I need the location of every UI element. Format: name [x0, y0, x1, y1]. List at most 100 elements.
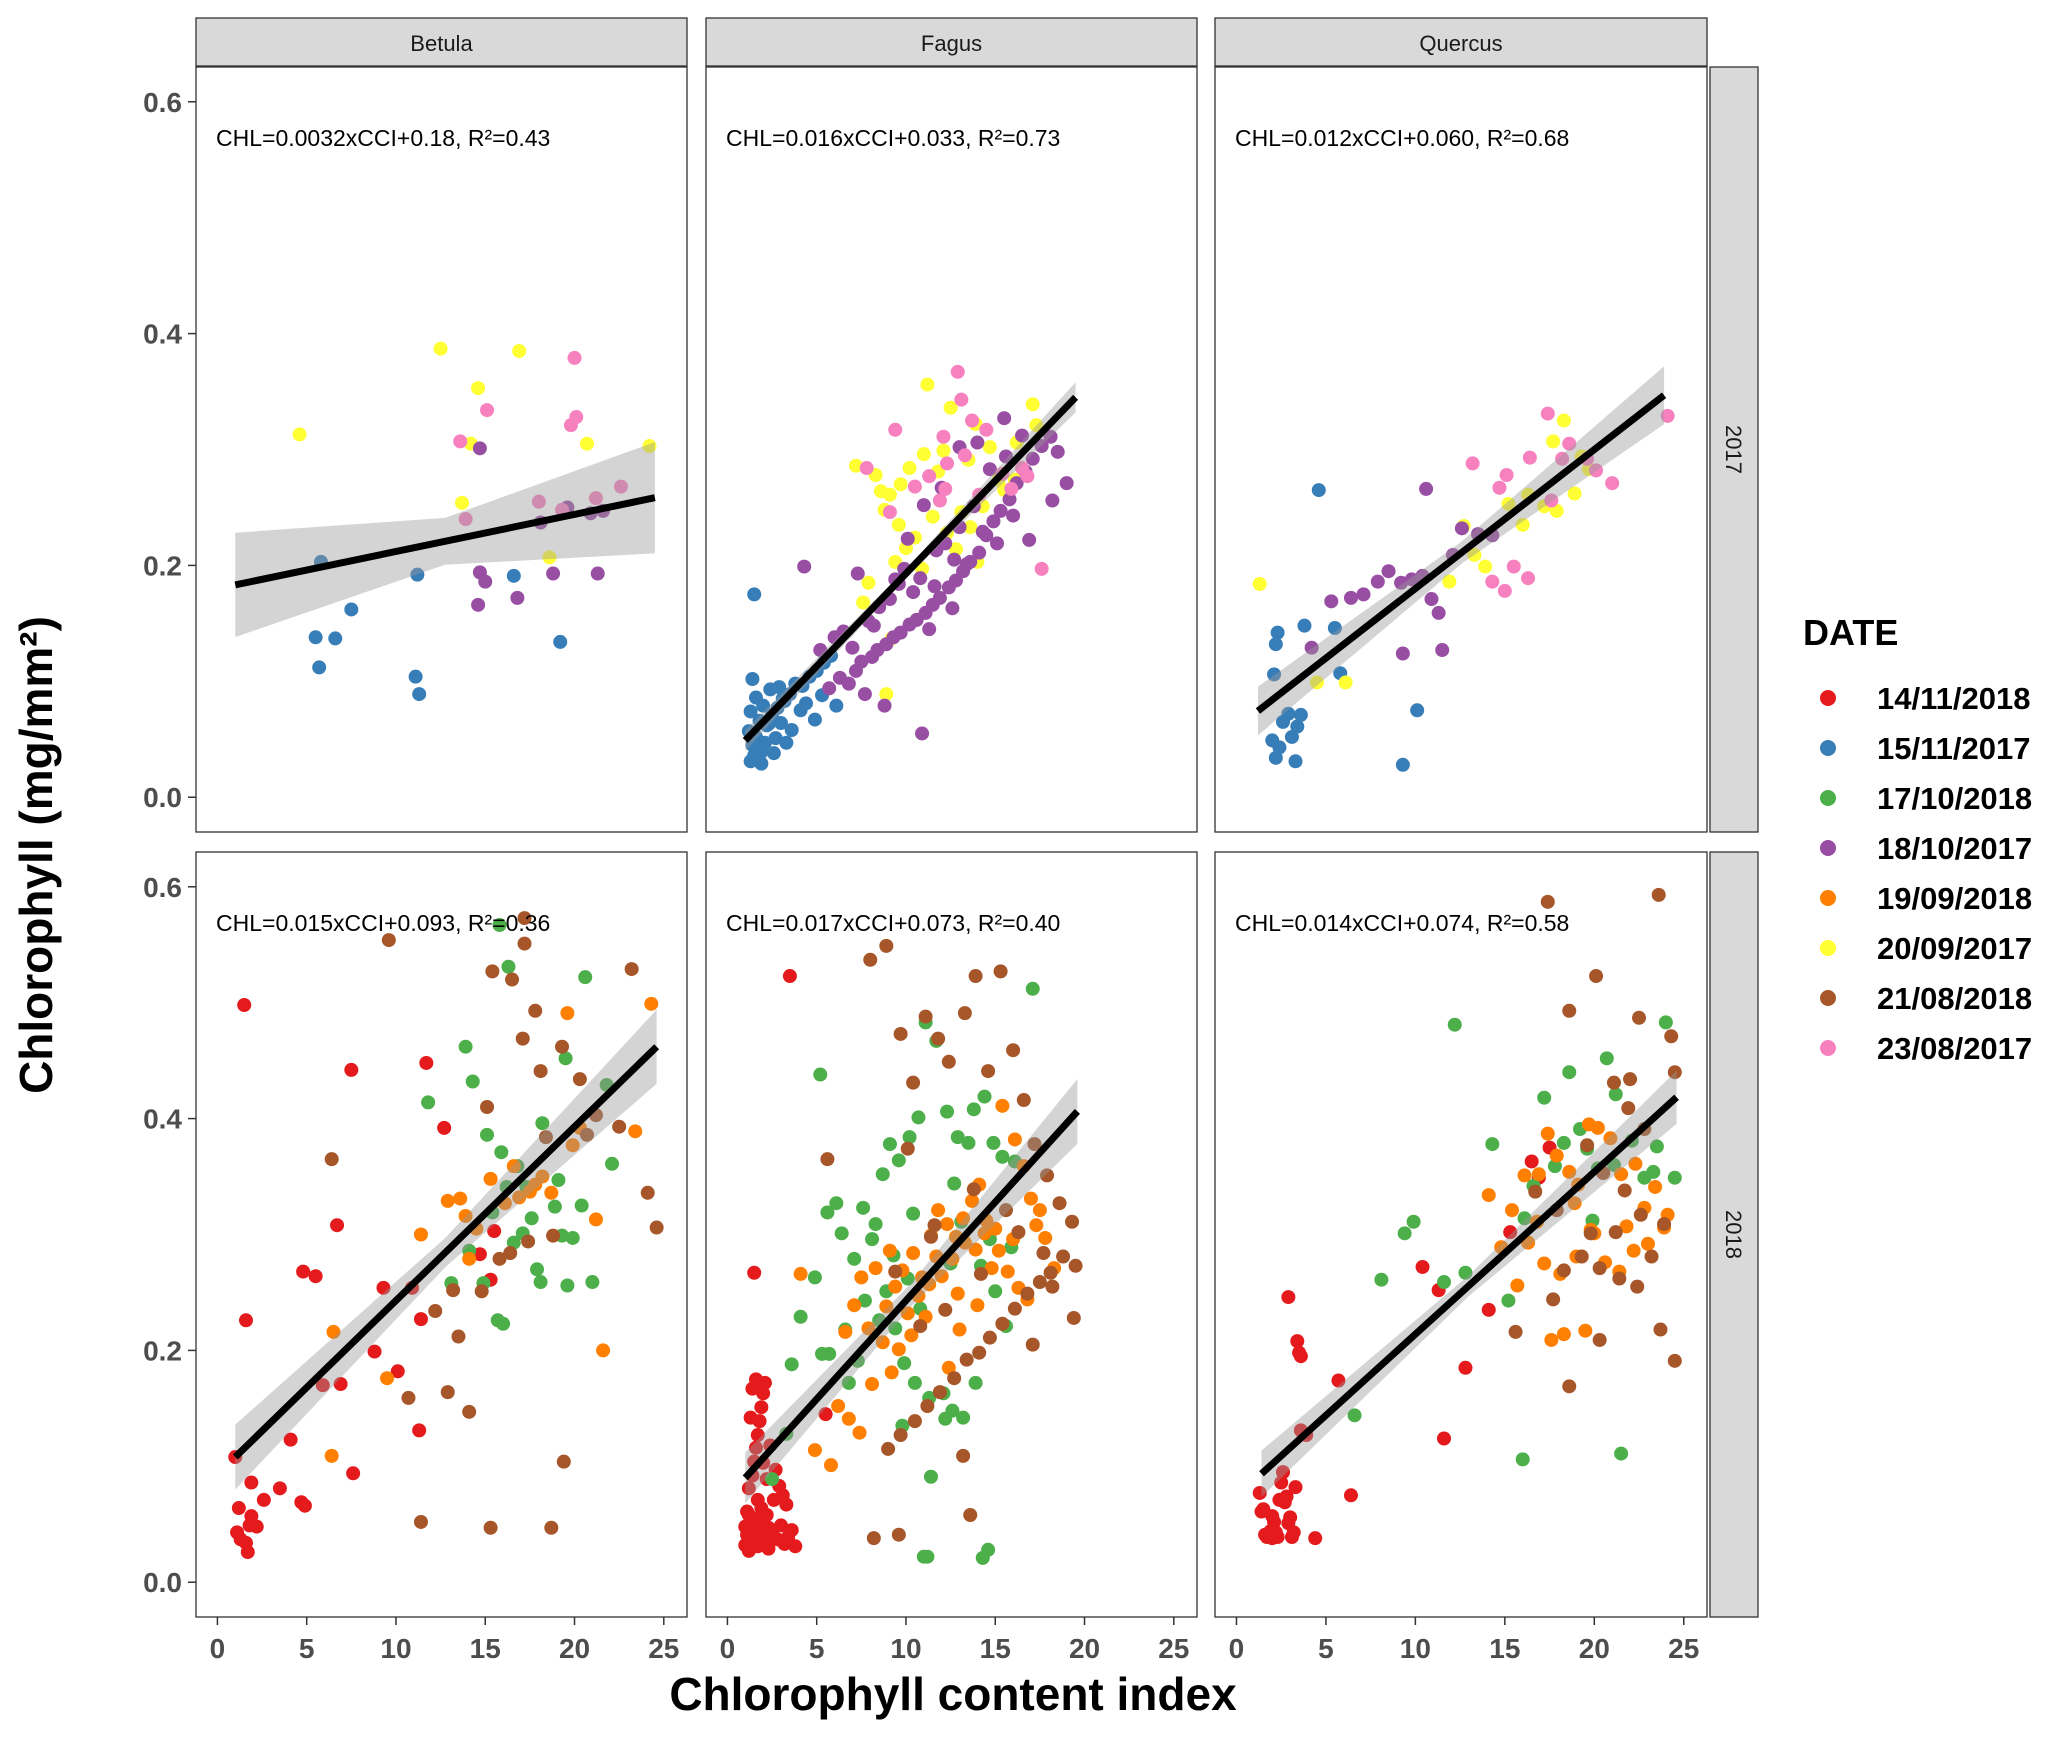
- data-point: [932, 590, 947, 605]
- data-point: [866, 1531, 881, 1546]
- data-point: [938, 1411, 953, 1426]
- data-point: [244, 1509, 259, 1524]
- x-tick-label: 20: [1069, 1633, 1100, 1664]
- data-point: [324, 1448, 339, 1463]
- x-tick-label: 25: [1158, 1633, 1189, 1664]
- data-point: [553, 634, 568, 649]
- data-point: [747, 587, 762, 602]
- data-point: [968, 1375, 983, 1390]
- data-point: [1589, 969, 1604, 984]
- data-point: [823, 1458, 838, 1473]
- data-point: [952, 1322, 967, 1337]
- data-point: [1605, 476, 1620, 491]
- data-point: [572, 1072, 587, 1087]
- data-point: [1556, 1263, 1571, 1278]
- data-point: [1481, 1302, 1496, 1317]
- data-point: [793, 1309, 808, 1324]
- x-tick-label: 25: [1668, 1633, 1699, 1664]
- series-quercus-2017-18-10-2017: [1304, 481, 1500, 661]
- data-point: [920, 377, 935, 392]
- data-point: [451, 1329, 466, 1344]
- data-point: [988, 1221, 1003, 1236]
- data-point: [515, 1031, 530, 1046]
- data-point: [993, 503, 1008, 518]
- data-point: [863, 952, 878, 967]
- legend-label: 23/08/2017: [1877, 1031, 2032, 1066]
- data-point: [963, 1508, 978, 1522]
- data-point: [1623, 1072, 1638, 1087]
- panel-border-quercus-2018: [1214, 851, 1708, 1618]
- data-point: [907, 1375, 922, 1390]
- data-point: [1265, 1509, 1280, 1524]
- data-point: [1043, 429, 1058, 444]
- data-point: [458, 1208, 473, 1223]
- data-point: [569, 410, 584, 425]
- data-point: [956, 1211, 971, 1226]
- data-point: [472, 441, 487, 456]
- data-point: [882, 1243, 897, 1258]
- x-tick-label: 0: [210, 1633, 226, 1664]
- equation-label-quercus-2017: CHL=0.012xCCI+0.060, R²=0.68: [1235, 125, 1569, 151]
- data-point: [1657, 1217, 1672, 1232]
- data-point: [1467, 547, 1482, 562]
- data-point: [1528, 1184, 1543, 1199]
- strip-year-2017: [1709, 66, 1759, 833]
- data-point: [1381, 564, 1396, 579]
- data-point: [455, 495, 470, 510]
- data-point: [1599, 1051, 1614, 1066]
- regression-line-betula-2018: [232, 1044, 660, 1460]
- data-point: [1544, 1332, 1559, 1347]
- data-point: [567, 350, 582, 365]
- data-point: [947, 552, 962, 567]
- data-point: [1437, 1275, 1452, 1290]
- data-point: [891, 1527, 906, 1542]
- data-point: [1619, 1219, 1634, 1234]
- data-point: [471, 597, 486, 612]
- data-point: [990, 536, 1005, 551]
- data-point: [1556, 1135, 1571, 1150]
- data-point: [1517, 1211, 1532, 1226]
- data-point: [1574, 1249, 1589, 1264]
- data-point: [1415, 1259, 1430, 1274]
- data-point: [797, 559, 812, 574]
- data-point: [240, 1545, 255, 1560]
- data-point: [644, 996, 659, 1011]
- data-point: [902, 461, 917, 476]
- data-point: [852, 1425, 867, 1440]
- data-point: [902, 1130, 917, 1145]
- data-point: [1007, 1132, 1022, 1147]
- data-point: [1025, 451, 1040, 466]
- data-point: [1286, 1525, 1301, 1540]
- y-tick-label: 0.6: [143, 872, 182, 903]
- data-point: [485, 964, 500, 979]
- x-tick-label: 10: [890, 1633, 921, 1664]
- data-point: [845, 640, 860, 655]
- data-point: [1324, 594, 1339, 609]
- data-point: [907, 479, 922, 494]
- data-point: [1522, 450, 1537, 465]
- data-point: [1252, 576, 1267, 591]
- data-point: [923, 1229, 938, 1244]
- data-point: [927, 579, 942, 594]
- data-point: [941, 1360, 956, 1375]
- panel-betula-2018: CHL=0.015xCCI+0.093, R²=0.36 0.0 0.2 0.4 0.6…: [143, 851, 688, 1664]
- data-point: [861, 575, 876, 590]
- data-point: [1034, 561, 1049, 576]
- data-point: [1050, 444, 1065, 459]
- data-point: [437, 1120, 452, 1135]
- data-point: [1580, 1138, 1595, 1153]
- data-point: [956, 1410, 971, 1425]
- data-point: [474, 1284, 489, 1299]
- data-point: [1068, 1258, 1083, 1273]
- data-point: [1667, 1065, 1682, 1080]
- data-point: [1562, 1003, 1577, 1018]
- data-point: [390, 1364, 405, 1379]
- data-point: [879, 687, 894, 702]
- data-point: [1481, 1188, 1496, 1203]
- data-point: [991, 1243, 1006, 1258]
- data-point: [1395, 757, 1410, 772]
- data-point: [943, 400, 958, 415]
- data-point: [866, 618, 881, 633]
- data-point: [1297, 618, 1312, 633]
